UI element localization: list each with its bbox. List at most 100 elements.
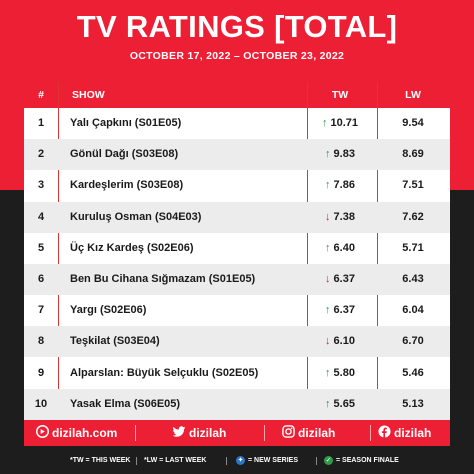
table-row: 2 Gönül Dağı (S03E08) ↑ 9.83 8.69 bbox=[24, 139, 450, 171]
legend-tw: *TW = THIS WEEK bbox=[70, 457, 131, 464]
table-row: 3 Kardeşlerim (S03E08) ↑ 7.86 7.51 bbox=[24, 170, 450, 201]
legend-new-series-label: = NEW SERIES bbox=[248, 457, 298, 464]
rank-cell: 9 bbox=[37, 366, 45, 379]
table-row: 6 Ben Bu Cihana Sığmazam (S01E05) ↓ 6.37 6.4… bbox=[24, 264, 450, 295]
show-cell: Alparslan: Büyük Selçuklu (S02E05) bbox=[70, 366, 259, 379]
separator bbox=[264, 425, 265, 441]
show-cell: Teşkilat (S03E04) bbox=[70, 335, 160, 348]
table-row: 10 Yasak Elma (S06E05) ↑ 5.65 5.13 bbox=[24, 388, 450, 420]
column-header-lw: LW bbox=[405, 89, 421, 101]
rank-cell: 8 bbox=[37, 335, 45, 348]
facebook-link[interactable]: dizilah bbox=[378, 420, 431, 446]
tw-cell: ↓ 6.10 bbox=[307, 326, 373, 357]
twitter-link[interactable]: dizilah bbox=[172, 420, 226, 446]
tw-value: 9.83 bbox=[333, 148, 355, 161]
rank-cell: 10 bbox=[34, 397, 48, 410]
facebook-label: dizilah bbox=[394, 426, 432, 440]
table-row: 5 Üç Kız Kardeş (S02E06) ↑ 6.40 5.71 bbox=[24, 233, 450, 264]
arrow-up-icon: ↑ bbox=[325, 148, 331, 161]
separator bbox=[136, 457, 137, 465]
lw-cell: 5.71 bbox=[402, 241, 424, 254]
rank-cell: 4 bbox=[37, 210, 45, 223]
arrow-up-icon: ↑ bbox=[325, 366, 331, 379]
arrow-down-icon: ↓ bbox=[325, 335, 331, 348]
tw-cell: ↓ 6.37 bbox=[307, 264, 373, 295]
rank-cell: 3 bbox=[37, 179, 45, 192]
show-cell: Ben Bu Cihana Sığmazam (S01E05) bbox=[70, 273, 256, 285]
twitter-label: dizilah bbox=[189, 426, 227, 440]
tw-cell: ↓ 7.38 bbox=[307, 202, 373, 233]
lw-cell: 7.62 bbox=[402, 210, 424, 223]
show-cell: Kardeşlerim (S03E08) bbox=[70, 179, 184, 192]
tw-value: 6.10 bbox=[333, 335, 355, 348]
tw-value: 6.40 bbox=[333, 241, 355, 254]
show-cell: Gönül Dağı (S03E08) bbox=[70, 148, 179, 161]
arrow-up-icon: ↑ bbox=[321, 117, 328, 129]
show-cell: Üç Kız Kardeş (S02E06) bbox=[70, 241, 194, 254]
tw-value: 6.37 bbox=[333, 273, 355, 285]
column-divider bbox=[307, 82, 308, 420]
rank-cell: 5 bbox=[37, 241, 45, 254]
column-header-num: # bbox=[38, 89, 44, 101]
twitter-icon bbox=[172, 421, 186, 447]
social-bar: dizilah.com dizilah dizilah dizilah bbox=[24, 420, 450, 446]
column-divider bbox=[58, 82, 59, 420]
table-row: 1 Yalı Çapkını (S01E05) ↑ 10.71 9.54 bbox=[24, 108, 450, 139]
rank-cell: 7 bbox=[37, 304, 45, 317]
arrow-up-icon: ↑ bbox=[325, 397, 331, 410]
separator bbox=[135, 425, 136, 441]
tw-cell: ↑ 6.37 bbox=[307, 295, 373, 326]
rank-cell: 2 bbox=[37, 148, 45, 161]
arrow-up-icon: ↑ bbox=[325, 304, 331, 317]
legend-new-series: ✦ = NEW SERIES bbox=[236, 453, 298, 469]
tw-cell: ↑ 6.40 bbox=[307, 233, 373, 264]
tw-value: 10.71 bbox=[330, 117, 359, 129]
column-divider bbox=[377, 82, 378, 420]
season-finale-icon: ✓ bbox=[324, 455, 333, 465]
website-link[interactable]: dizilah.com bbox=[36, 420, 117, 446]
facebook-icon bbox=[378, 421, 391, 447]
show-cell: Yasak Elma (S06E05) bbox=[70, 397, 181, 410]
lw-cell: 6.70 bbox=[402, 335, 424, 348]
legend-season-finale-label: = SEASON FINALE bbox=[336, 457, 399, 464]
page-title: TV RATINGS [TOTAL] bbox=[76, 9, 398, 44]
tw-value: 7.38 bbox=[333, 210, 355, 223]
rank-cell: 6 bbox=[37, 273, 45, 285]
column-header-tw: TW bbox=[331, 89, 349, 101]
rank-cell: 1 bbox=[37, 117, 45, 129]
dizilah-logo-icon bbox=[36, 421, 49, 447]
tw-cell: ↑ 5.65 bbox=[307, 389, 373, 420]
separator bbox=[370, 425, 371, 441]
tw-cell: ↑ 9.83 bbox=[307, 139, 373, 170]
lw-cell: 6.43 bbox=[402, 273, 424, 285]
lw-cell: 5.46 bbox=[402, 366, 424, 379]
date-range: OCTOBER 17, 2022 – OCTOBER 23, 2022 bbox=[129, 50, 345, 62]
column-header-show: SHOW bbox=[72, 89, 105, 101]
show-cell: Yargı (S02E06) bbox=[70, 304, 147, 317]
table-row: 4 Kuruluş Osman (S04E03) ↓ 7.38 7.62 bbox=[24, 201, 450, 233]
show-cell: Yalı Çapkını (S01E05) bbox=[70, 117, 182, 129]
separator bbox=[226, 457, 227, 465]
arrow-down-icon: ↓ bbox=[325, 210, 331, 223]
lw-cell: 6.04 bbox=[402, 304, 424, 317]
arrow-up-icon: ↑ bbox=[325, 241, 331, 254]
lw-cell: 9.54 bbox=[402, 117, 424, 129]
tw-value: 6.37 bbox=[333, 304, 355, 317]
tw-cell: ↑ 5.80 bbox=[307, 358, 373, 389]
tw-cell: ↑ 7.86 bbox=[307, 170, 373, 201]
arrow-up-icon: ↑ bbox=[325, 179, 331, 192]
legend: *TW = THIS WEEK *LW = LAST WEEK ✦ = NEW S… bbox=[0, 453, 474, 469]
ratings-table: # SHOW TW LW 1 Yalı Çapkını (S01E05) ↑ 10.7… bbox=[24, 82, 450, 420]
instagram-link[interactable]: dizilah bbox=[282, 420, 335, 446]
table-row: 7 Yargı (S02E06) ↑ 6.37 6.04 bbox=[24, 295, 450, 326]
tw-value: 5.65 bbox=[333, 397, 355, 410]
lw-cell: 8.69 bbox=[402, 148, 424, 161]
lw-cell: 7.51 bbox=[402, 179, 424, 192]
instagram-label: dizilah bbox=[298, 426, 336, 440]
table-row: 9 Alparslan: Büyük Selçuklu (S02E05) ↑ 5.80… bbox=[24, 358, 450, 389]
table-header: # SHOW TW LW bbox=[24, 82, 450, 108]
tw-cell: ↑ 10.71 bbox=[307, 108, 373, 139]
lw-cell: 5.13 bbox=[402, 397, 424, 410]
instagram-icon bbox=[282, 421, 295, 447]
legend-lw: *LW = LAST WEEK bbox=[144, 457, 207, 464]
